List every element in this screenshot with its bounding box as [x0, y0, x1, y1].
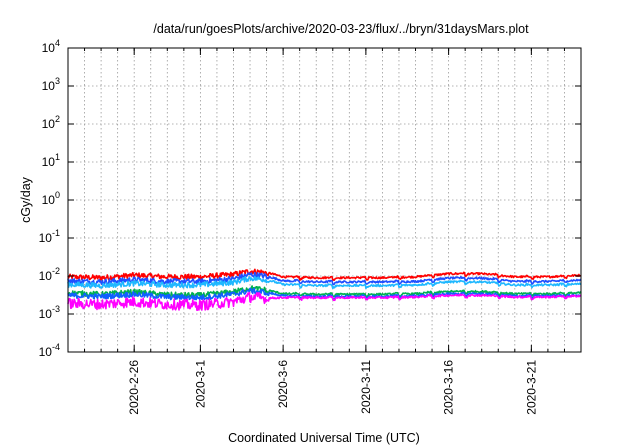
series-line-0	[67, 268, 582, 281]
y-tick-label: 10-4	[39, 342, 60, 359]
y-axis: 10-4 10-3 10-2 10-1 100 101 102 103 104	[39, 38, 581, 359]
x-axis-label: Coordinated Universal Time (UTC)	[228, 431, 420, 445]
series-line-3	[67, 285, 582, 299]
y-tick-label: 10-3	[39, 304, 60, 321]
y-tick-label: 104	[42, 38, 60, 55]
x-tick-label: 2020-3-1	[193, 360, 207, 408]
series-line-5	[67, 291, 582, 311]
y-tick-label: 100	[42, 190, 60, 207]
y-axis-label: cGy/day	[19, 176, 33, 223]
y-tick-label: 102	[42, 114, 60, 131]
y-tick-label: 10-2	[39, 266, 60, 283]
y-tick-label: 103	[42, 76, 60, 93]
series-line-1	[67, 271, 582, 286]
chart-title: /data/run/goesPlots/archive/2020-03-23/f…	[153, 22, 529, 36]
x-axis: 2020-2-26 2020-3-1 2020-3-6 2020-3-11 2020-3…	[84, 48, 565, 415]
y-tick-label: 10-1	[39, 228, 60, 245]
x-tick-label: 2020-3-11	[359, 360, 373, 414]
x-tick-label: 2020-3-16	[442, 360, 456, 415]
x-tick-label: 2020-2-26	[127, 360, 141, 415]
y-tick-label: 101	[42, 152, 60, 169]
series-layer	[67, 268, 582, 311]
series-line-2	[67, 275, 582, 290]
x-tick-label: 2020-3-6	[276, 360, 290, 408]
x-tick-label: 2020-3-21	[524, 360, 538, 415]
